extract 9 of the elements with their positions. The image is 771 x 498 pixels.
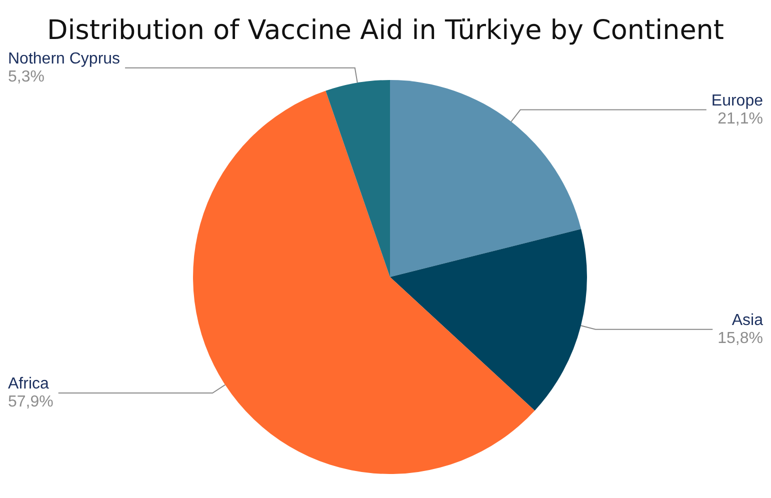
- slice-label: Asia: [732, 312, 764, 329]
- slice-label: Europe: [711, 92, 764, 110]
- data-label: 21,1%: [718, 110, 763, 128]
- chart-title: Distribution of Vaccine Aid in Türkiye by Continent: [46, 15, 724, 46]
- data-label: 57,9%: [8, 394, 54, 411]
- slice-label: Nothern Cyprus: [8, 50, 120, 68]
- data-label: 15,8%: [718, 330, 763, 347]
- data-label: 5,3%: [8, 68, 44, 86]
- slice-label: Africa: [8, 376, 49, 393]
